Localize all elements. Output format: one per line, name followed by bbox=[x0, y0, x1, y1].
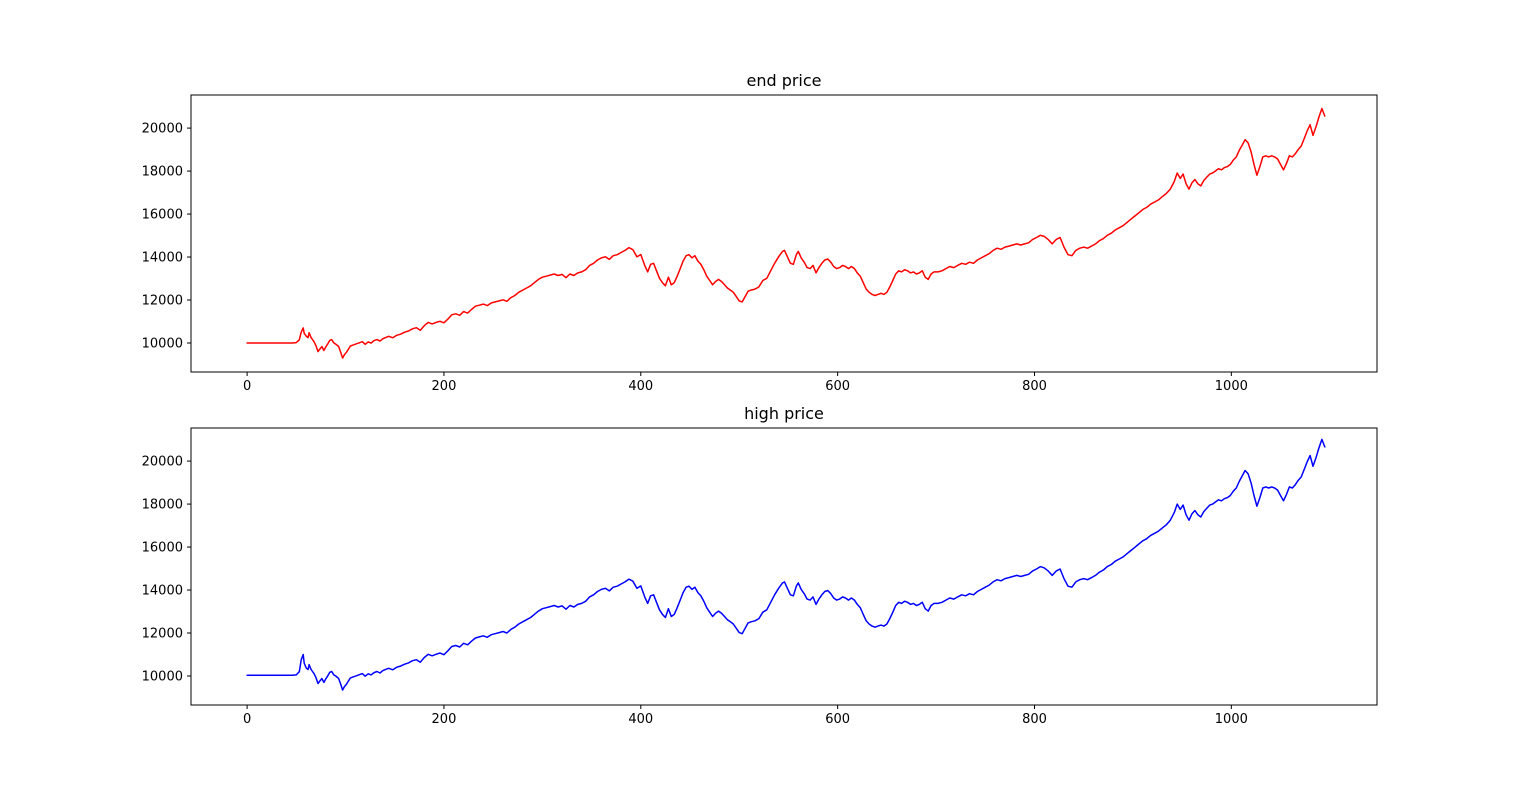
chart2-y-tick-label: 10000 bbox=[142, 669, 183, 684]
chart2-x-tick-label: 600 bbox=[825, 712, 850, 727]
chart1-x-tick-label: 0 bbox=[243, 379, 251, 394]
chart2-y-tick-label: 18000 bbox=[142, 498, 183, 513]
chart2-x-tick-label: 400 bbox=[628, 712, 653, 727]
chart1-x-tick-label: 600 bbox=[825, 379, 850, 394]
chart1-x-tick-label: 800 bbox=[1022, 379, 1047, 394]
chart2-x-tick-label: 0 bbox=[243, 712, 251, 727]
chart2-x-tick-label: 200 bbox=[432, 712, 457, 727]
chart1-y-tick-label: 14000 bbox=[142, 251, 183, 266]
chart1-y-tick-label: 10000 bbox=[142, 336, 183, 351]
chart1-spines bbox=[190, 94, 1378, 373]
chart2-x-tick-label: 800 bbox=[1022, 712, 1047, 727]
chart1-y-tick-label: 12000 bbox=[142, 294, 183, 309]
chart1-x-tick-label: 400 bbox=[628, 379, 653, 394]
chart2-spines bbox=[190, 427, 1378, 706]
chart2-title: high price bbox=[744, 404, 824, 423]
chart1-y-tick-label: 20000 bbox=[142, 122, 183, 137]
chart1-title: end price bbox=[746, 71, 822, 90]
chart2-y-tick-label: 20000 bbox=[142, 455, 183, 470]
chart1-x-tick-label: 1000 bbox=[1215, 379, 1248, 394]
chart2-y-tick-label: 12000 bbox=[142, 627, 183, 642]
chart2-y-tick-label: 14000 bbox=[142, 584, 183, 599]
chart2-x-tick-label: 1000 bbox=[1215, 712, 1248, 727]
chart2-line bbox=[246, 438, 1326, 691]
chart1-y-tick-label: 18000 bbox=[142, 165, 183, 180]
chart1-x-tick-label: 200 bbox=[432, 379, 457, 394]
chart1-y-tick-label: 16000 bbox=[142, 208, 183, 223]
chart2-y-tick-label: 16000 bbox=[142, 541, 183, 556]
chart1-line bbox=[246, 107, 1326, 359]
